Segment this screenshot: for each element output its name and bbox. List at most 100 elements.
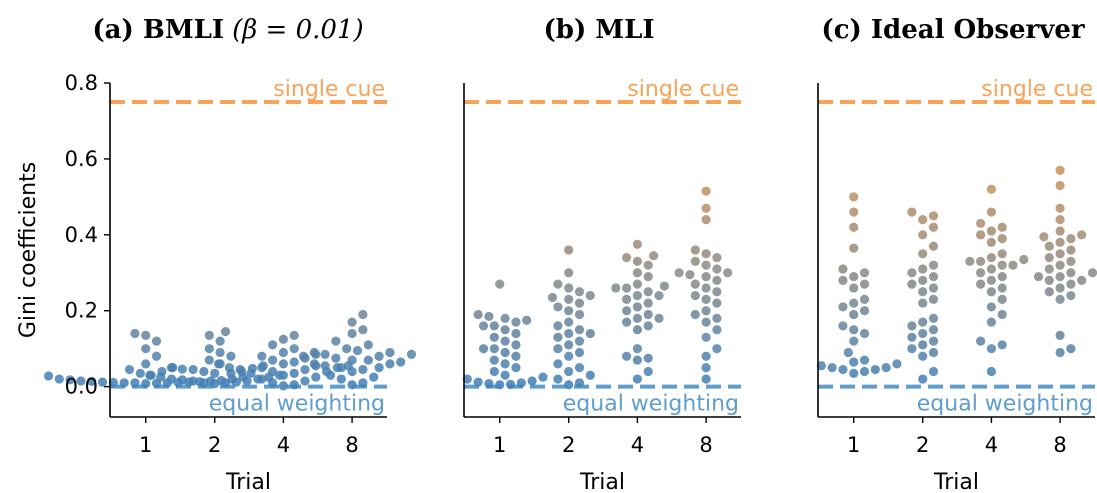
- data-point: [564, 340, 574, 350]
- data-point: [97, 377, 108, 387]
- data-point: [643, 271, 653, 282]
- data-point: [918, 340, 928, 350]
- data-point: [574, 309, 585, 320]
- x-axis-label: Trial: [225, 470, 271, 493]
- data-point: [289, 344, 299, 354]
- data-point: [331, 336, 341, 346]
- data-point: [622, 317, 632, 327]
- x-tick-label: 4: [277, 433, 290, 457]
- data-point: [849, 309, 859, 320]
- x-tick-label: 1: [139, 433, 152, 457]
- data-point: [1066, 245, 1076, 255]
- data-point: [712, 298, 722, 308]
- data-point: [849, 325, 859, 335]
- chart-title-text: (b) MLI: [543, 15, 654, 45]
- data-point: [242, 376, 252, 386]
- data-point: [918, 249, 928, 259]
- panels: (a) BMLI (β = 0.01) single cue equal weight…: [16, 15, 1097, 493]
- data-point: [268, 340, 278, 350]
- data-point: [65, 375, 75, 385]
- data-point: [289, 330, 299, 340]
- data-point: [325, 370, 336, 380]
- data-point: [226, 351, 236, 361]
- data-point: [564, 294, 574, 304]
- data-point: [320, 361, 330, 371]
- data-point: [1066, 234, 1076, 244]
- x-tick-label: 2: [562, 433, 575, 457]
- data-point: [363, 355, 373, 365]
- data-point: [1055, 226, 1065, 236]
- data-point: [500, 325, 510, 335]
- reference-line-label: equal weighting: [563, 392, 739, 417]
- data-point: [632, 268, 643, 278]
- data-point: [907, 279, 917, 289]
- data-point: [1066, 344, 1076, 354]
- data-point: [214, 359, 224, 369]
- data-point: [320, 349, 330, 359]
- data-point: [997, 260, 1007, 270]
- data-point: [1055, 180, 1065, 191]
- data-point: [1055, 260, 1065, 270]
- data-point: [564, 245, 574, 255]
- data-point: [997, 249, 1007, 259]
- data-point: [151, 351, 162, 361]
- data-point: [701, 332, 711, 342]
- data-point: [892, 359, 902, 369]
- data-point: [723, 268, 733, 278]
- data-point: [231, 377, 241, 387]
- chart-panel-2: (b) MLI single cue equal weighting 1 2 4 8 Tria…: [462, 15, 741, 493]
- data-point: [997, 271, 1007, 282]
- data-point: [511, 363, 521, 373]
- data-point: [358, 364, 368, 375]
- data-point: [574, 336, 585, 346]
- data-point: [849, 192, 859, 202]
- data-point: [712, 275, 722, 285]
- chart-title-parameter: (β = 0.01): [232, 15, 364, 45]
- data-point: [622, 283, 632, 293]
- data-point: [632, 313, 643, 323]
- data-point: [574, 363, 585, 373]
- data-point: [843, 347, 853, 358]
- data-point: [643, 298, 653, 308]
- data-point: [309, 359, 319, 369]
- data-point: [347, 366, 357, 377]
- reference-line-label: equal weighting: [209, 392, 385, 417]
- data-point: [928, 260, 939, 270]
- data-point: [43, 371, 54, 381]
- data-point: [151, 336, 162, 346]
- chart-title: (c) Ideal Observer: [821, 15, 1085, 45]
- data-point: [210, 368, 220, 378]
- data-point: [849, 283, 859, 293]
- data-point: [124, 364, 135, 375]
- x-tick-label: 1: [493, 433, 506, 457]
- data-point: [278, 381, 289, 391]
- data-point: [849, 336, 859, 346]
- data-point: [289, 357, 299, 367]
- data-point: [166, 363, 177, 373]
- data-point: [188, 364, 198, 375]
- y-tick-label: 0.2: [65, 299, 98, 323]
- data-point: [1055, 294, 1065, 304]
- data-point: [1055, 203, 1065, 213]
- data-point: [495, 279, 505, 289]
- x-tick-label: 2: [916, 433, 929, 457]
- data-point: [701, 203, 711, 213]
- data-point: [289, 368, 299, 378]
- data-point: [564, 317, 574, 327]
- data-point: [257, 374, 267, 384]
- y-axis-label: Gini coefficients: [16, 162, 41, 338]
- data-point: [516, 378, 526, 388]
- data-point: [246, 368, 256, 378]
- data-point: [278, 359, 289, 369]
- data-point: [611, 283, 621, 293]
- data-point: [311, 372, 321, 382]
- data-point: [701, 317, 711, 327]
- data-point: [406, 349, 417, 359]
- data-point: [300, 364, 310, 375]
- data-point: [538, 372, 548, 382]
- data-point: [1066, 290, 1076, 301]
- data-point: [643, 260, 653, 270]
- data-point: [553, 374, 563, 384]
- data-point: [500, 313, 510, 323]
- data-point: [986, 344, 997, 354]
